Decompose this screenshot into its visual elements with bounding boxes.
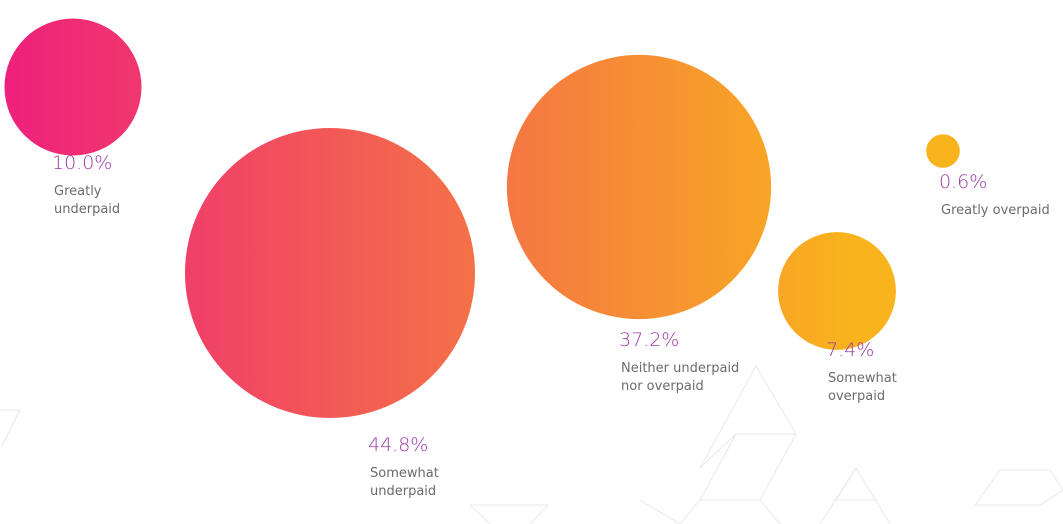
category-label-greatly-overpaid-line-1: Greatly overpaid [941, 203, 1050, 218]
bubble-somewhat-underpaid [185, 128, 475, 418]
value-label-greatly-underpaid: 10.0% [52, 152, 112, 174]
value-label-neither: 37.2% [619, 329, 679, 351]
value-label-greatly-overpaid: 0.6% [939, 171, 987, 193]
category-label-neither-line-1: Neither underpaid [621, 361, 739, 376]
category-label-somewhat-overpaid-line-1: Somewhat [828, 371, 897, 386]
labels-group: 10.0% Greatly underpaid 44.8% Somewhat underp… [52, 152, 1050, 499]
bubble-somewhat-overpaid [778, 232, 896, 350]
category-label-somewhat-underpaid-line-2: underpaid [370, 484, 436, 499]
bubble-greatly-underpaid [4, 18, 142, 156]
background-decoration [0, 364, 1063, 524]
bubbles-group [4, 18, 960, 418]
bubble-greatly-overpaid [926, 134, 960, 168]
value-label-somewhat-overpaid: 7.4% [826, 339, 874, 361]
category-label-neither-line-2: nor overpaid [621, 379, 704, 394]
value-label-somewhat-underpaid: 44.8% [368, 434, 428, 456]
category-label-greatly-underpaid-line-2: underpaid [54, 202, 120, 217]
category-label-somewhat-underpaid-line-1: Somewhat [370, 466, 439, 481]
category-label-greatly-underpaid-line-1: Greatly [54, 184, 102, 199]
category-label-somewhat-overpaid-line-2: overpaid [828, 389, 885, 404]
bubble-neither [506, 54, 772, 320]
